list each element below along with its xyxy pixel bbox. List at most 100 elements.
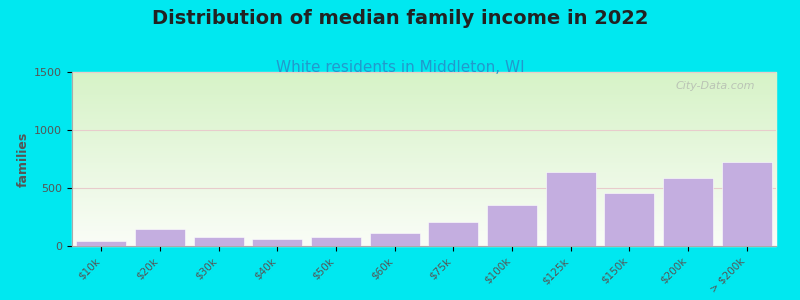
Bar bbox=[72, 152, 776, 153]
Bar bbox=[72, 223, 776, 224]
Bar bbox=[72, 215, 776, 216]
Bar bbox=[72, 88, 776, 89]
Bar bbox=[72, 139, 776, 140]
Bar bbox=[72, 193, 776, 194]
Bar bbox=[72, 239, 776, 240]
Bar bbox=[72, 169, 776, 170]
Bar bbox=[72, 130, 776, 131]
Bar bbox=[72, 226, 776, 227]
Bar bbox=[72, 181, 776, 182]
Bar bbox=[72, 95, 776, 96]
Bar bbox=[72, 222, 776, 223]
Bar bbox=[72, 217, 776, 218]
Bar bbox=[72, 178, 776, 179]
Bar bbox=[72, 186, 776, 187]
Bar bbox=[72, 204, 776, 205]
Bar bbox=[72, 147, 776, 148]
Bar bbox=[72, 97, 776, 98]
Bar bbox=[72, 91, 776, 92]
Bar bbox=[72, 106, 776, 107]
Bar bbox=[311, 237, 361, 246]
Bar bbox=[72, 135, 776, 136]
Bar bbox=[72, 100, 776, 101]
Bar bbox=[72, 174, 776, 175]
Bar bbox=[72, 214, 776, 215]
Bar bbox=[72, 207, 776, 208]
Bar bbox=[72, 216, 776, 217]
Bar bbox=[72, 201, 776, 202]
Bar bbox=[72, 202, 776, 203]
Bar bbox=[72, 123, 776, 124]
Bar bbox=[72, 196, 776, 197]
Bar bbox=[72, 84, 776, 85]
Bar bbox=[72, 227, 776, 228]
Bar bbox=[72, 238, 776, 239]
Bar bbox=[72, 195, 776, 196]
Bar bbox=[72, 188, 776, 189]
Bar bbox=[72, 197, 776, 198]
Text: White residents in Middleton, WI: White residents in Middleton, WI bbox=[276, 60, 524, 75]
Bar bbox=[72, 209, 776, 210]
Bar bbox=[72, 158, 776, 159]
Bar bbox=[72, 89, 776, 90]
Y-axis label: families: families bbox=[17, 131, 30, 187]
Bar bbox=[72, 150, 776, 151]
Bar bbox=[72, 203, 776, 204]
Bar bbox=[72, 111, 776, 112]
Bar bbox=[72, 82, 776, 83]
Bar bbox=[72, 149, 776, 150]
Bar bbox=[72, 96, 776, 97]
Bar bbox=[72, 155, 776, 156]
Bar bbox=[72, 171, 776, 172]
Bar bbox=[72, 108, 776, 109]
Bar bbox=[72, 242, 776, 243]
Bar bbox=[135, 229, 185, 246]
Bar bbox=[72, 87, 776, 88]
Bar bbox=[72, 179, 776, 180]
Bar bbox=[72, 229, 776, 230]
Bar bbox=[72, 131, 776, 132]
Bar bbox=[72, 231, 776, 232]
Bar bbox=[72, 182, 776, 183]
Bar bbox=[72, 92, 776, 93]
Bar bbox=[72, 190, 776, 191]
Bar bbox=[72, 232, 776, 233]
Bar bbox=[72, 102, 776, 103]
Bar bbox=[72, 120, 776, 121]
Bar bbox=[72, 132, 776, 133]
Bar bbox=[72, 86, 776, 87]
Bar bbox=[72, 243, 776, 244]
Bar bbox=[72, 180, 776, 181]
Bar bbox=[72, 129, 776, 130]
Bar bbox=[72, 177, 776, 178]
Bar bbox=[72, 236, 776, 237]
Bar bbox=[72, 107, 776, 108]
Bar bbox=[487, 206, 537, 246]
Bar bbox=[72, 148, 776, 149]
Bar bbox=[72, 144, 776, 145]
Bar bbox=[72, 235, 776, 236]
Bar bbox=[72, 103, 776, 104]
Bar bbox=[72, 154, 776, 155]
Bar bbox=[429, 222, 478, 246]
Bar bbox=[72, 199, 776, 200]
Bar bbox=[72, 163, 776, 164]
Bar bbox=[72, 128, 776, 129]
Bar bbox=[663, 178, 713, 246]
Bar bbox=[72, 122, 776, 123]
Bar bbox=[72, 118, 776, 119]
Bar bbox=[72, 164, 776, 165]
Bar bbox=[72, 110, 776, 111]
Bar bbox=[72, 213, 776, 214]
Bar bbox=[72, 137, 776, 138]
Bar bbox=[77, 242, 126, 246]
Bar bbox=[72, 183, 776, 184]
Bar bbox=[72, 241, 776, 242]
Bar bbox=[72, 134, 776, 135]
Bar bbox=[72, 212, 776, 213]
Bar bbox=[72, 157, 776, 158]
Bar bbox=[72, 205, 776, 206]
Bar bbox=[722, 163, 771, 246]
Bar bbox=[72, 233, 776, 234]
Bar bbox=[72, 244, 776, 245]
